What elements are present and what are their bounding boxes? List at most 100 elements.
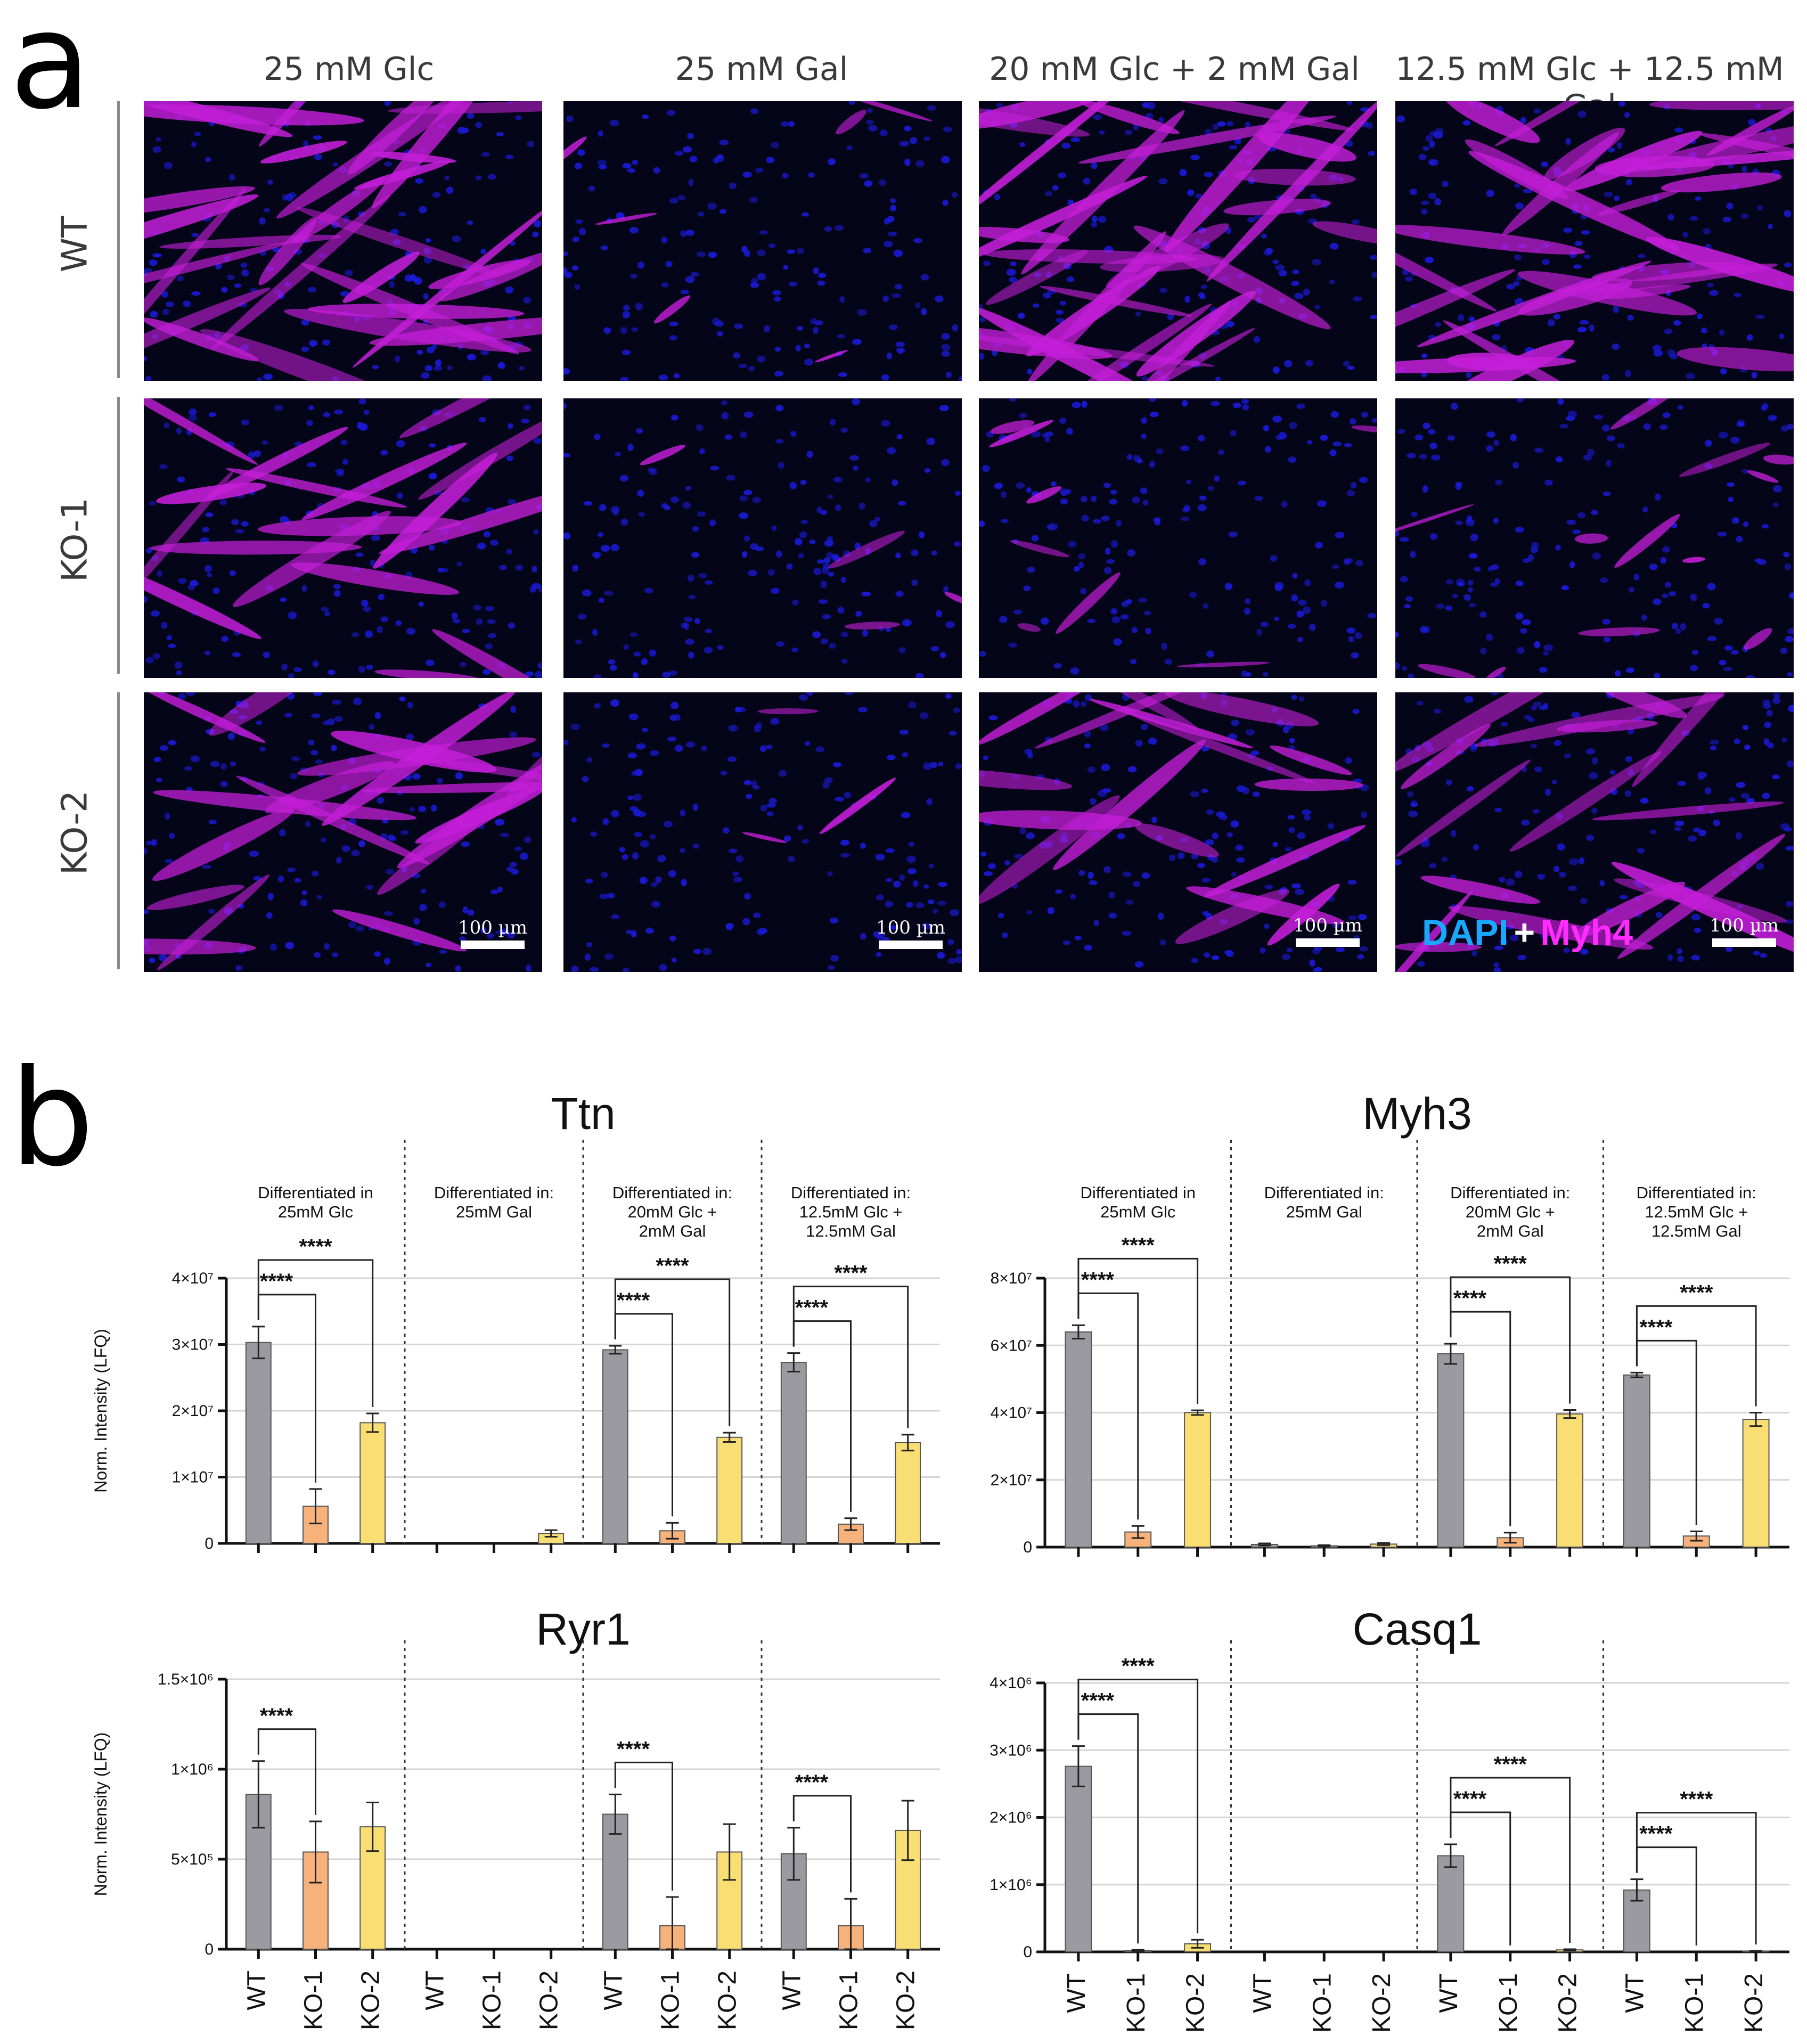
column-title-25mm-gal: 25 mM Gal	[675, 51, 848, 88]
significance-label: ****	[1680, 1281, 1713, 1304]
chart-myh3: Myh3 0 2×10⁷ 4×10⁷ 6×10⁷ 8×10⁷ Differentiated …	[991, 1089, 1789, 1557]
bar-ko-1	[838, 1925, 864, 1950]
bar-wt	[602, 1813, 628, 1950]
significance-bracket	[614, 1313, 673, 1517]
bar-ko-1	[302, 1851, 329, 1950]
y-tick-label: 4×10⁷	[172, 1270, 214, 1287]
significance-label: ****	[1639, 1315, 1673, 1339]
group-label: 25mM Gal	[1286, 1203, 1362, 1221]
stain-dapi-label: DAPI	[1422, 912, 1509, 953]
bar-ko-2	[359, 1826, 386, 1950]
scale-bar-col3: 100 µm	[1288, 915, 1368, 947]
micrograph-wt-col1	[144, 101, 542, 381]
y-tick-label: 1×10⁶	[171, 1761, 214, 1778]
significance-bracket	[1636, 1846, 1697, 1945]
bar-ko-1	[659, 1530, 685, 1544]
scale-bar-col1: 100 µm	[453, 917, 533, 949]
x-tick-label: KO-2	[892, 1971, 920, 2030]
group-label: Differentiated in:	[434, 1183, 554, 1202]
y-tick-label: 0	[205, 1535, 214, 1552]
group-label: Differentiated in	[1080, 1183, 1196, 1202]
significance-label: ****	[260, 1270, 293, 1293]
x-tick-label: WT	[242, 1971, 271, 2010]
y-axis-label: Norm. Intensity (LFQ)	[91, 1329, 110, 1493]
significance-label: ****	[299, 1235, 332, 1258]
bar-ko-2	[1742, 1950, 1770, 1953]
scale-bar-label: 100 µm	[876, 917, 946, 938]
row-label-wt: WT	[54, 216, 95, 273]
x-tick-label: KO-2	[357, 1971, 385, 2030]
x-tick-label: KO-2	[714, 1971, 742, 2030]
micrograph-ko-2-col2	[563, 692, 962, 972]
significance-bracket	[1636, 1812, 1757, 1945]
y-tick-label: 2×10⁷	[991, 1471, 1032, 1489]
micrograph-wt-col2	[563, 101, 962, 381]
significance-label: ****	[1081, 1689, 1115, 1713]
x-tick-label: WT	[778, 1971, 806, 2010]
x-tick-label: KO-1	[835, 1971, 863, 2030]
y-tick-label: 2×10⁷	[172, 1402, 214, 1420]
bar-wt	[1065, 1331, 1092, 1548]
bar-ko-2	[1184, 1943, 1212, 1953]
row-label-ko1: KO-1	[54, 497, 95, 583]
significance-bracket	[257, 1728, 316, 1816]
significance-bracket	[792, 1286, 909, 1428]
column-title-20mm-glc-2mm-gal: 20 mM Glc + 2 mM Gal	[989, 51, 1360, 88]
significance-label: ****	[1081, 1268, 1115, 1291]
bar-wt	[1437, 1353, 1465, 1548]
bar-wt	[1065, 1765, 1092, 1953]
significance-bracket	[1636, 1305, 1757, 1407]
group-label: 12.5mM Glc +	[799, 1203, 903, 1221]
group-label: Differentiated in:	[1450, 1183, 1570, 1202]
chart-casq1: Casq1 0 1×10⁶ 2×10⁶ 3×10⁶ 4×10⁶ WT KO-1 KO-2 WT KO…	[990, 1604, 1789, 2033]
group-label: 20mM Glc +	[1466, 1203, 1555, 1221]
scale-bar-label: 100 µm	[457, 917, 528, 938]
column-title-25mm-glc: 25 mM Glc	[263, 51, 435, 88]
bar-ko-2	[716, 1851, 743, 1950]
y-tick-label: 1.5×10⁶	[158, 1671, 214, 1688]
significance-label: ****	[1122, 1233, 1155, 1257]
x-tick-label: KO-1	[1680, 1973, 1708, 2033]
significance-bracket	[257, 1259, 374, 1407]
micrograph-ko-2-col1	[144, 692, 542, 972]
significance-bracket	[614, 1761, 673, 1891]
group-label: 12.5mM Gal	[806, 1222, 896, 1240]
y-tick-label: 0	[1023, 1539, 1032, 1556]
y-tick-label: 8×10⁷	[991, 1270, 1032, 1287]
group-label: Differentiated in:	[791, 1183, 911, 1202]
group-label: Differentiated in:	[612, 1183, 732, 1202]
x-tick-label: WT	[1621, 1973, 1649, 2013]
group-label: 2mM Gal	[639, 1222, 706, 1240]
y-tick-label: 0	[205, 1941, 214, 1958]
significance-label: ****	[1639, 1822, 1673, 1846]
y-tick-label: 4×10⁶	[990, 1674, 1032, 1692]
significance-label: ****	[617, 1737, 650, 1761]
x-tick-label: WT	[1435, 1973, 1463, 2013]
micrograph-ko-2-col3	[979, 692, 1377, 972]
bar-wt	[245, 1342, 272, 1544]
bar-wt	[1250, 1543, 1278, 1548]
stain-legend: DAPI + Myh4	[1422, 912, 1633, 953]
x-tick-label: KO-1	[1494, 1973, 1523, 2033]
chart-title: Ryr1	[536, 1604, 630, 1654]
y-axis-label: Norm. Intensity (LFQ)	[91, 1732, 110, 1896]
scale-bar-col2: 100 µm	[871, 917, 951, 949]
significance-label: ****	[1122, 1655, 1155, 1678]
significance-bracket	[1077, 1292, 1139, 1520]
significance-label: ****	[617, 1289, 650, 1312]
significance-label: ****	[1494, 1252, 1527, 1276]
stain-plus-label: +	[1514, 912, 1535, 953]
group-label: Differentiated in:	[1264, 1183, 1384, 1202]
significance-label: ****	[1680, 1788, 1713, 1811]
x-tick-label: KO-1	[300, 1971, 328, 2030]
row-label-ko2: KO-2	[54, 790, 95, 876]
x-tick-label: WT	[421, 1971, 449, 2010]
bar-wt	[602, 1349, 628, 1544]
significance-bracket	[1450, 1777, 1571, 1943]
micrograph-wt-col4	[1395, 101, 1794, 381]
significance-bracket	[614, 1278, 731, 1427]
micrograph-ko-2-col4	[1395, 692, 1794, 972]
bar-wt	[1437, 1855, 1465, 1952]
bar-ko-2	[359, 1422, 386, 1544]
x-tick-label: WT	[1062, 1973, 1091, 2013]
